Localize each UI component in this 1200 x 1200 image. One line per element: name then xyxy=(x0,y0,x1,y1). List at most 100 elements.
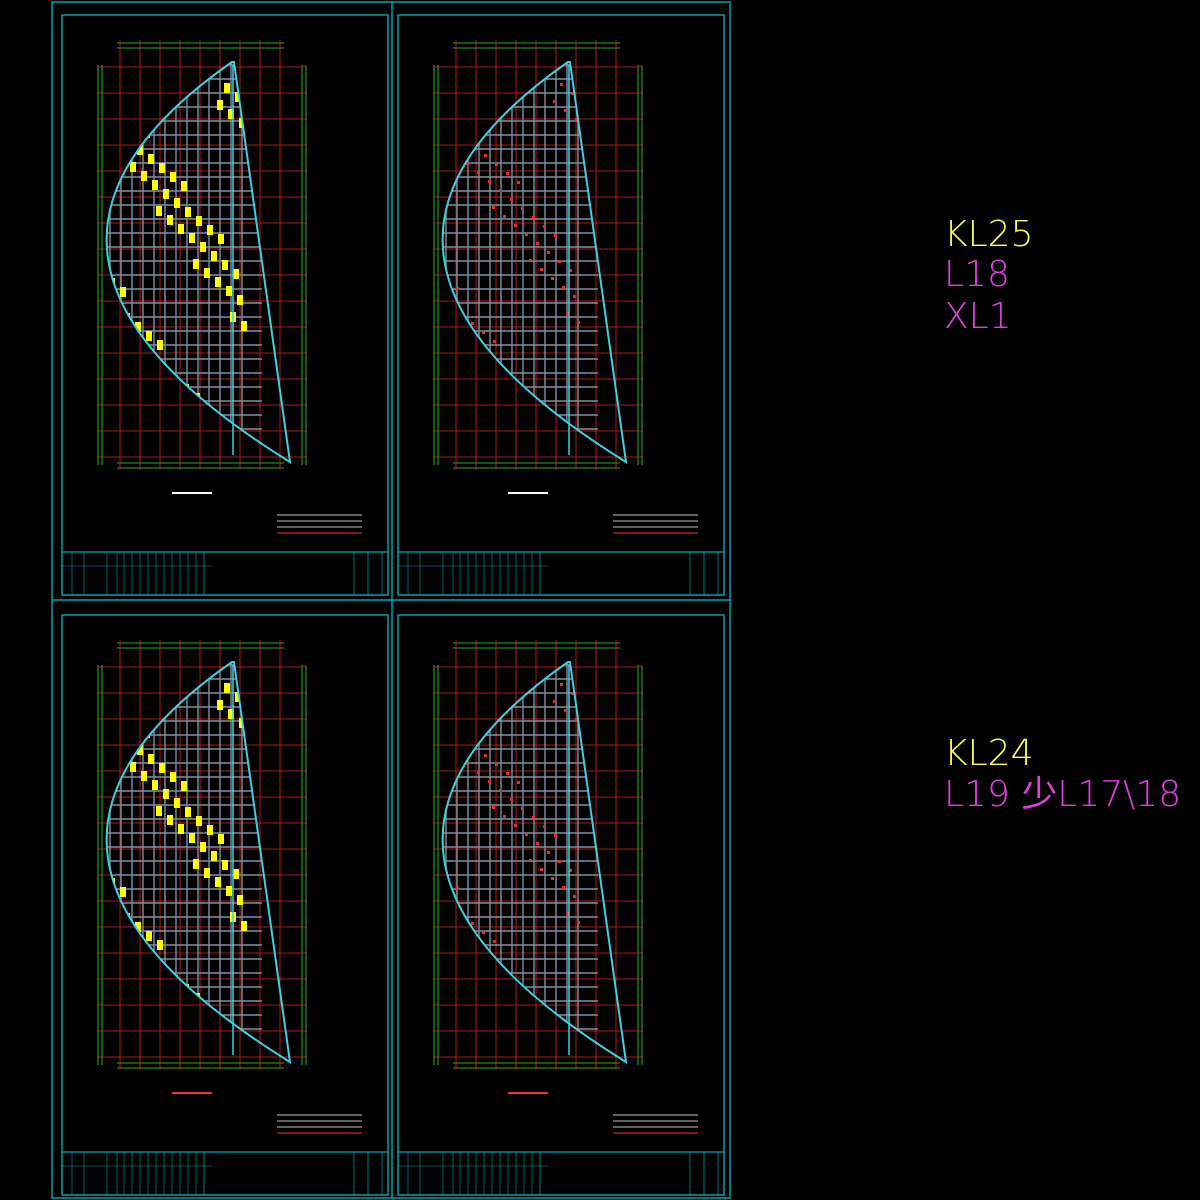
rebar-mark xyxy=(571,92,574,95)
sheet-borders xyxy=(51,1,731,1199)
inner-frame xyxy=(397,614,725,1196)
rebar-mark xyxy=(553,700,556,703)
rebar-mark xyxy=(558,260,561,263)
rebar-mark xyxy=(217,100,223,110)
rebar-mark xyxy=(503,215,506,218)
rebar-mark xyxy=(152,780,158,790)
rebar-mark xyxy=(146,931,152,941)
rebar-mark xyxy=(237,295,243,305)
rebar-mark xyxy=(569,269,572,272)
rebar-mark xyxy=(181,181,187,191)
rebar-mark xyxy=(174,798,180,808)
slab-edge xyxy=(441,61,628,464)
rebar-mark xyxy=(543,825,546,828)
rebar-mark xyxy=(241,321,247,331)
rebar-mark xyxy=(218,234,224,244)
rebar-mark xyxy=(141,771,147,781)
rebar-mark xyxy=(120,287,126,297)
rebar-mark xyxy=(540,268,543,271)
rebar-mark xyxy=(525,233,528,236)
rebar-mark xyxy=(189,833,195,843)
rebar-mark xyxy=(482,331,485,334)
slab-edge xyxy=(105,661,292,1064)
rebar-mark xyxy=(575,718,578,721)
inner-frame xyxy=(61,14,389,596)
rebar-mark xyxy=(525,833,528,836)
rebar-mark xyxy=(499,189,502,192)
rebar-mark xyxy=(157,940,163,950)
rebar-mark xyxy=(207,825,213,835)
rebar-mark xyxy=(571,692,574,695)
rebar-mark xyxy=(159,163,165,173)
rebar-mark xyxy=(514,224,517,227)
rebar-mark xyxy=(562,286,565,289)
rebar-mark xyxy=(477,171,480,174)
rebar-mark xyxy=(564,709,567,712)
rebar-mark xyxy=(560,683,563,686)
rebar-mark xyxy=(517,781,520,784)
rebar-mark xyxy=(157,340,163,350)
rebar-mark xyxy=(204,868,210,878)
rebar-mark xyxy=(577,321,580,324)
rebar-mark xyxy=(456,887,459,890)
rebar-mark xyxy=(148,754,154,764)
rebar-mark xyxy=(218,834,224,844)
rebar-mark xyxy=(553,100,556,103)
rebar-mark xyxy=(562,886,565,889)
rebar-mark xyxy=(564,109,567,112)
notes: KL25 L18 XL1 KL24 L19 少L17\18 xyxy=(944,214,1181,815)
rebar-mark xyxy=(510,198,513,201)
rebar-mark xyxy=(135,922,141,932)
rebar-mark xyxy=(196,816,202,826)
rebar-mark xyxy=(148,154,154,164)
rebar-mark xyxy=(137,745,143,755)
slab-edge xyxy=(441,661,628,1064)
rebar-mark xyxy=(163,189,169,199)
rebar-mark xyxy=(577,921,580,924)
rebar-mark xyxy=(471,922,474,925)
rebar-mark xyxy=(456,287,459,290)
rebar-mark xyxy=(130,162,136,172)
rebar-mark xyxy=(167,215,173,225)
rebar-mark xyxy=(503,815,506,818)
beam-label: XL1 xyxy=(944,296,1012,337)
rebar-mark xyxy=(167,815,173,825)
rebar-mark xyxy=(575,118,578,121)
rebar-mark xyxy=(217,700,223,710)
rebar-mark xyxy=(540,868,543,871)
rebar-mark xyxy=(224,83,230,93)
rebar-mark xyxy=(560,83,563,86)
beam-label: L18 xyxy=(944,254,1010,295)
rebar-mark xyxy=(482,931,485,934)
rebar-mark xyxy=(196,216,202,226)
rebar-mark xyxy=(521,207,524,210)
rebar-mark xyxy=(222,860,228,870)
rebar-mark xyxy=(466,162,469,165)
rebar-mark xyxy=(215,277,221,287)
rebar-mark xyxy=(506,772,509,775)
rebar-mark xyxy=(495,763,498,766)
rebar-mark xyxy=(495,163,498,166)
rebar-mark xyxy=(510,798,513,801)
rebar-mark xyxy=(488,780,491,783)
rebar-mark xyxy=(200,242,206,252)
rebar-mark xyxy=(174,198,180,208)
rebar-mark xyxy=(547,251,550,254)
rebar-mark xyxy=(521,807,524,810)
rebar-mark xyxy=(237,895,243,905)
rebar-mark xyxy=(228,109,234,119)
rebar-mark xyxy=(529,259,532,262)
rebar-mark xyxy=(547,851,550,854)
rebar-mark xyxy=(477,771,480,774)
rebar-mark xyxy=(506,172,509,175)
rebar-mark xyxy=(471,322,474,325)
rebar-mark xyxy=(181,781,187,791)
rebar-mark xyxy=(532,816,535,819)
rebar-mark xyxy=(200,842,206,852)
rebar-mark xyxy=(536,242,539,245)
rebar-mark xyxy=(558,860,561,863)
rebar-mark xyxy=(137,145,143,155)
rebar-mark xyxy=(233,269,239,279)
rebar-mark xyxy=(120,887,126,897)
